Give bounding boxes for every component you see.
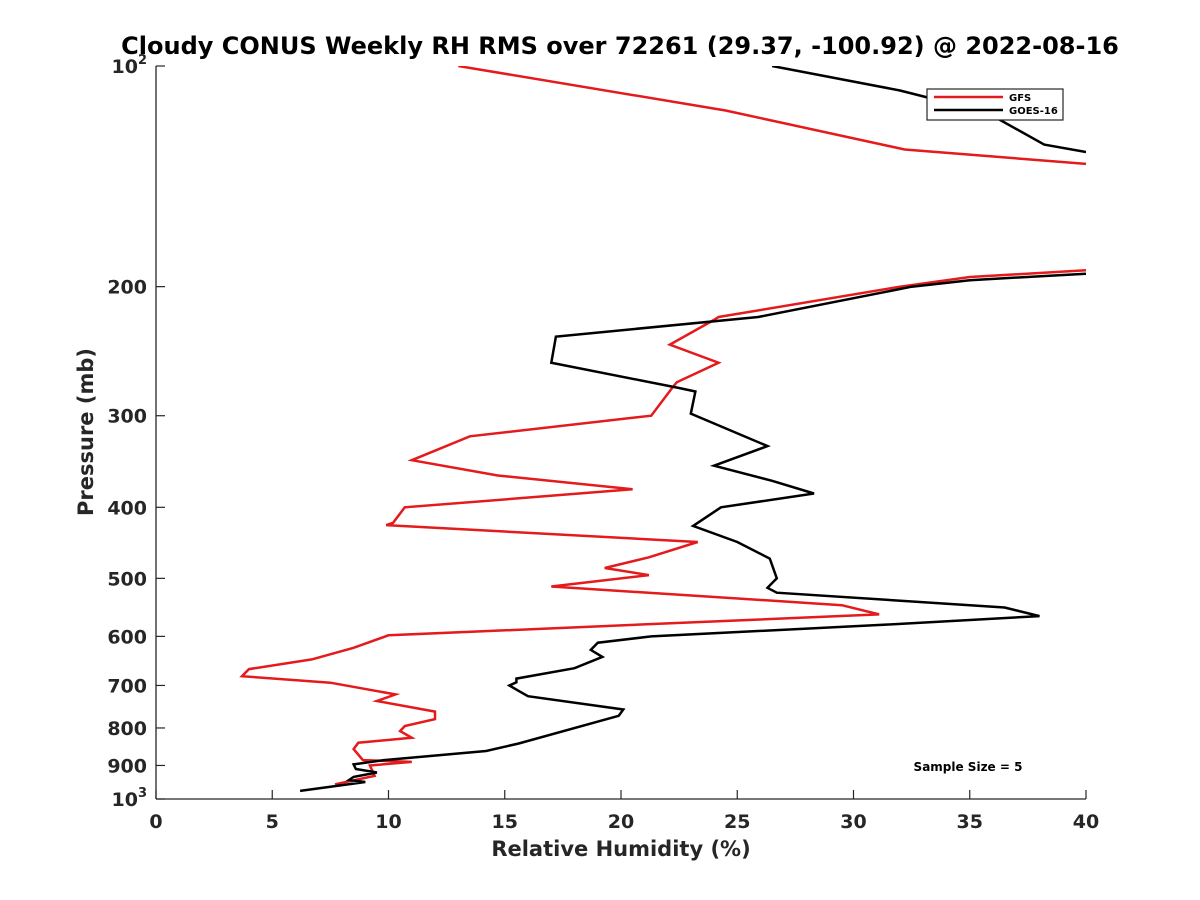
y-tick-exponent: 2 [138, 53, 147, 68]
x-tick-label: 10 [375, 811, 401, 833]
y-tick-exponent: 3 [138, 786, 147, 801]
y-tick-base: 10 [112, 789, 138, 811]
x-tick-label: 30 [840, 811, 866, 833]
y-tick-label: 900 [107, 755, 147, 777]
y-tick-base: 10 [112, 56, 138, 78]
x-tick-label: 0 [149, 811, 162, 833]
y-tick-label: 400 [107, 497, 147, 519]
x-axis-label: Relative Humidity (%) [491, 837, 750, 861]
legend-label-goes16: GOES-16 [1009, 106, 1058, 117]
y-tick-label: 600 [107, 626, 147, 648]
x-tick-label: 25 [724, 811, 750, 833]
legend-label-gfs: GFS [1009, 93, 1031, 104]
y-tick-label: 700 [107, 675, 147, 697]
x-tick-label: 15 [492, 811, 518, 833]
sample-size-annotation: Sample Size = 5 [914, 760, 1023, 774]
y-tick-label: 200 [107, 277, 147, 299]
y-tick-label: 800 [107, 718, 147, 740]
y-tick-label-power: 102 [112, 53, 148, 78]
series-line-gfs [239, 66, 1086, 786]
y-tick-label: 300 [107, 406, 147, 428]
x-tick-label: 5 [266, 811, 279, 833]
x-tick-label: 20 [608, 811, 634, 833]
x-tick-label: 40 [1073, 811, 1099, 833]
legend: GFS GOES-16 [926, 88, 1064, 121]
x-tick-label: 35 [957, 811, 983, 833]
y-tick-label: 500 [107, 568, 147, 590]
x-tick-group: 0 5 10 15 20 25 30 35 40 [149, 790, 1099, 833]
y-axis-label: Pressure (mb) [74, 348, 98, 516]
y-tick-label-power: 103 [112, 786, 148, 811]
legend-box [926, 88, 1064, 121]
chart-title: Cloudy CONUS Weekly RH RMS over 72261 (2… [121, 32, 1119, 60]
